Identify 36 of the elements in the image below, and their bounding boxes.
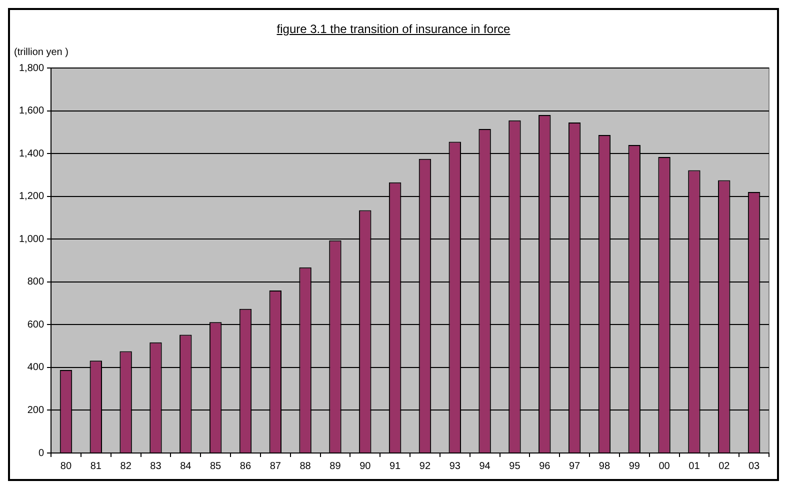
x-tick-label: 96: [539, 460, 551, 472]
x-tick-label: 82: [120, 460, 132, 472]
x-tick-label: 92: [419, 460, 431, 472]
y-tick-label: 400: [27, 362, 44, 374]
y-axis-title: (trillion yen ): [14, 47, 68, 58]
x-tick-label: 03: [748, 460, 760, 472]
y-tick-label: 0: [38, 448, 44, 459]
y-tick-label: 1,600: [18, 106, 44, 117]
y-tick-label: 1,800: [18, 62, 44, 74]
y-tick-label: 200: [27, 404, 44, 416]
x-tick-label: 88: [300, 460, 312, 472]
x-tick-label: 93: [449, 460, 461, 472]
x-tick-label: 01: [688, 460, 700, 472]
y-tick-label: 1,200: [18, 191, 44, 202]
x-tick-label: 85: [210, 460, 222, 472]
x-tick-label: 83: [150, 460, 162, 472]
x-tick-label: 81: [90, 460, 102, 472]
x-tick-label: 80: [60, 460, 72, 472]
y-tick-label: 600: [27, 319, 44, 330]
y-tick-label: 800: [27, 276, 44, 288]
x-tick-label: 98: [598, 460, 610, 472]
x-tick-label: 95: [509, 460, 521, 472]
x-tick-label: 84: [180, 460, 192, 472]
x-tick-label: 02: [718, 460, 730, 472]
y-tick-label: 1,000: [18, 234, 44, 245]
x-tick-label: 86: [240, 460, 252, 472]
x-tick-label: 94: [479, 460, 491, 472]
x-tick-label: 91: [389, 460, 402, 472]
x-tick-label: 00: [658, 460, 670, 472]
x-tick-label: 99: [628, 460, 640, 472]
x-tick-label: 97: [568, 460, 581, 472]
y-tick-label: 1,400: [18, 148, 44, 160]
chart-title: figure 3.1 the transition of insurance in force: [276, 22, 512, 36]
x-tick-label: 87: [270, 460, 282, 472]
x-tick-label: 90: [360, 460, 372, 472]
x-tick-label: 89: [330, 460, 342, 472]
